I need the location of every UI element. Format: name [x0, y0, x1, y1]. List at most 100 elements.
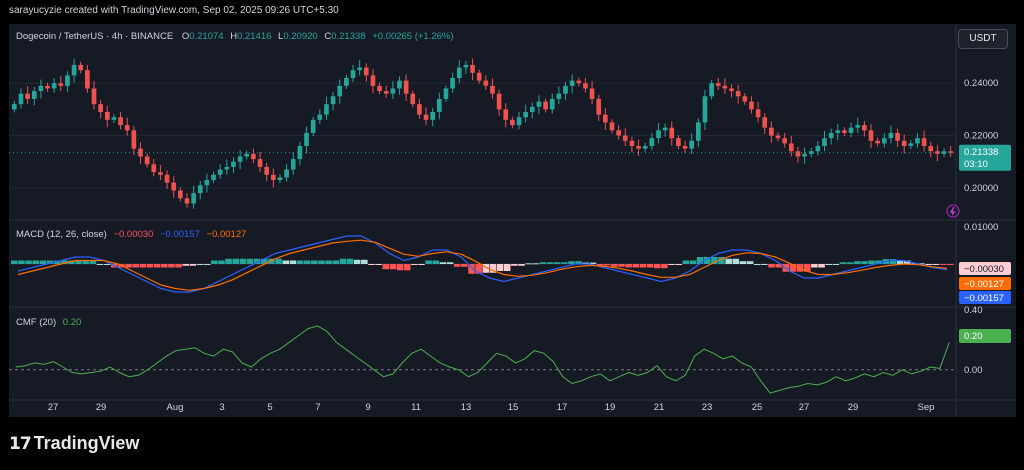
- candle-body: [656, 130, 661, 139]
- candle-body: [702, 96, 708, 123]
- candle-body: [483, 80, 489, 86]
- cmf-legend: CMF (20) 0.20: [16, 317, 81, 328]
- candle-body: [928, 146, 934, 152]
- candle-body: [131, 130, 137, 149]
- candle-body: [622, 135, 628, 141]
- symbol-label[interactable]: Dogecoin / TetherUS · 4h · BINANCE: [16, 31, 174, 42]
- macd-histogram-bar: [396, 264, 404, 271]
- macd-label[interactable]: MACD (12, 26, close): [16, 229, 107, 240]
- candle-body: [536, 101, 542, 107]
- price-tick-label: 0.24000: [964, 78, 998, 89]
- candle-body: [549, 98, 555, 110]
- candle-body: [895, 132, 900, 141]
- candle-body: [403, 80, 409, 94]
- candle-body: [217, 169, 223, 175]
- macd-histogram-bar: [411, 264, 418, 265]
- candles-layer: [9, 58, 956, 209]
- macd-histogram-bar: [296, 260, 304, 264]
- candle-body: [111, 117, 117, 120]
- candle-body: [237, 156, 243, 162]
- macd-histogram-bar: [311, 260, 318, 264]
- candle-body: [370, 75, 376, 86]
- time-axis-label: Aug: [167, 402, 184, 413]
- macd-histogram-bar: [853, 261, 861, 264]
- macd-histogram-bar: [946, 264, 954, 266]
- candle-body: [224, 166, 230, 170]
- macd-histogram-bar: [689, 260, 697, 264]
- macd-tick-label: 0.01000: [964, 222, 998, 233]
- candle-body: [11, 104, 17, 110]
- candle-body: [171, 182, 177, 191]
- macd-histogram-bar: [911, 263, 918, 265]
- candle-body: [397, 80, 402, 89]
- candle-body: [85, 70, 90, 89]
- macd-histogram-bar: [175, 264, 182, 268]
- last-price-tag: 0.21338: [964, 147, 998, 158]
- macd-histogram-bar: [203, 264, 211, 265]
- macd-histogram-bar: [753, 264, 761, 265]
- candle-body: [589, 88, 595, 99]
- macd-histogram-bar: [846, 262, 854, 264]
- macd-histogram-bar: [639, 264, 647, 268]
- candle-body: [290, 159, 296, 170]
- macd-histogram-bar: [82, 260, 89, 264]
- macd-histogram-bar: [546, 262, 554, 264]
- open-value: 0.21074: [189, 31, 224, 42]
- candle-body: [868, 130, 874, 141]
- candle-body: [609, 122, 615, 131]
- candle-body: [410, 93, 416, 105]
- macd-histogram-bar: [818, 264, 825, 268]
- cmf-line: [15, 325, 950, 394]
- candle-body: [775, 135, 781, 139]
- lightning-icon-bolt: [949, 206, 956, 216]
- candle-body: [523, 112, 528, 118]
- candle-body: [297, 146, 303, 160]
- candle-body: [71, 64, 77, 76]
- candle-body: [423, 114, 429, 120]
- macd-histogram-bar: [418, 264, 425, 265]
- candle-body: [270, 174, 276, 180]
- candle-body: [795, 151, 801, 157]
- candle-body: [682, 146, 688, 149]
- cmf-zero-tick-label: 0.00: [964, 365, 983, 376]
- time-axis-label: 27: [48, 402, 59, 413]
- candle-body: [317, 114, 323, 120]
- macd-histogram-bar: [832, 264, 840, 265]
- time-axis-label: 9: [365, 402, 370, 413]
- macd-line-value: −0.00157: [159, 229, 200, 240]
- macd-histogram-bar: [89, 260, 97, 264]
- macd-histogram-bar: [446, 262, 454, 264]
- candle-body: [649, 138, 655, 146]
- close-label: C: [324, 31, 332, 42]
- candle-body: [257, 159, 263, 167]
- macd-histogram-bar: [861, 261, 868, 264]
- macd-histogram-bar: [553, 262, 561, 264]
- cmf-tick-label: 0.40: [964, 305, 983, 316]
- macd-legend: MACD (12, 26, close) −0.00030 −0.00157 −…: [16, 229, 246, 240]
- candle-body: [38, 85, 44, 92]
- candle-body: [662, 127, 668, 131]
- macd-histogram-bar: [732, 258, 740, 264]
- macd-histogram-bar: [725, 258, 732, 264]
- candle-body: [31, 91, 37, 99]
- macd-hist-tag: −0.00030: [964, 264, 1004, 275]
- time-axis-label: 15: [508, 402, 519, 413]
- time-axis-label: 23: [702, 402, 713, 413]
- macd-histogram-bar: [25, 260, 32, 264]
- macd-histogram-bar: [889, 259, 897, 264]
- close-value: 0.21338: [331, 31, 366, 42]
- cmf-label[interactable]: CMF (20): [16, 317, 57, 328]
- macd-histogram-bar: [875, 260, 882, 264]
- macd-histogram-bar: [582, 262, 590, 264]
- candle-body: [25, 93, 30, 99]
- macd-histogram-bar: [768, 264, 775, 268]
- macd-histogram-bar: [918, 263, 925, 265]
- currency-button[interactable]: USDT: [958, 29, 1008, 49]
- time-axis-label: 29: [96, 402, 107, 413]
- candle-body: [689, 140, 695, 149]
- candle-body: [842, 130, 847, 133]
- macd-histogram-bar: [475, 264, 482, 274]
- macd-histogram-bar: [896, 260, 904, 264]
